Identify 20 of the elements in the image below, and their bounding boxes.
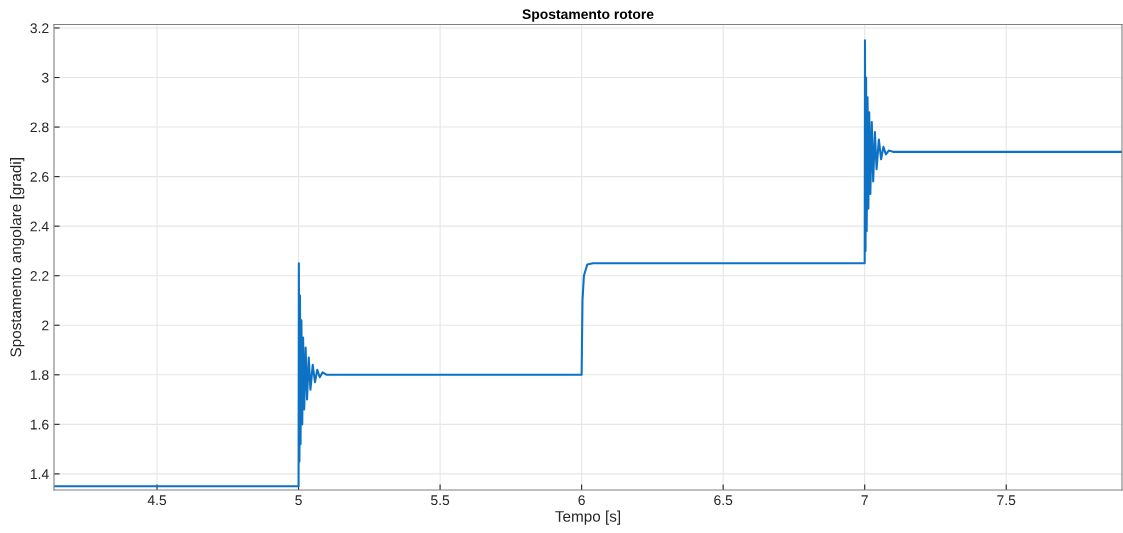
y-tick-label: 2: [42, 320, 49, 331]
y-tick-label: 1.6: [30, 419, 49, 430]
chart-title: Spostamento rotore: [522, 9, 654, 22]
x-tick-label: 4.5: [147, 495, 167, 506]
x-tick-label: 6.5: [714, 495, 733, 506]
x-axis-title: Tempo [s]: [555, 510, 621, 525]
x-tick-label: 7: [861, 495, 868, 505]
y-tick-label: 3: [41, 72, 49, 83]
y-tick-label: 2.8: [30, 122, 49, 133]
y-tick-label: 2.4: [30, 221, 49, 232]
x-tick-label: 7.5: [997, 495, 1016, 506]
y-tick-label: 1.8: [30, 370, 49, 380]
y-tick-label: 1.4: [30, 469, 49, 479]
x-tick-label: 5: [295, 495, 302, 506]
x-tick-label: 5.5: [431, 495, 450, 506]
y-tick-label: 2.2: [30, 271, 49, 281]
x-tick-label: 6: [578, 495, 585, 506]
y-tick-label: 3.2: [30, 23, 49, 34]
y-axis-title: Spostamento angolare [gradi]: [10, 158, 25, 357]
y-tick-label: 2.6: [30, 171, 49, 182]
